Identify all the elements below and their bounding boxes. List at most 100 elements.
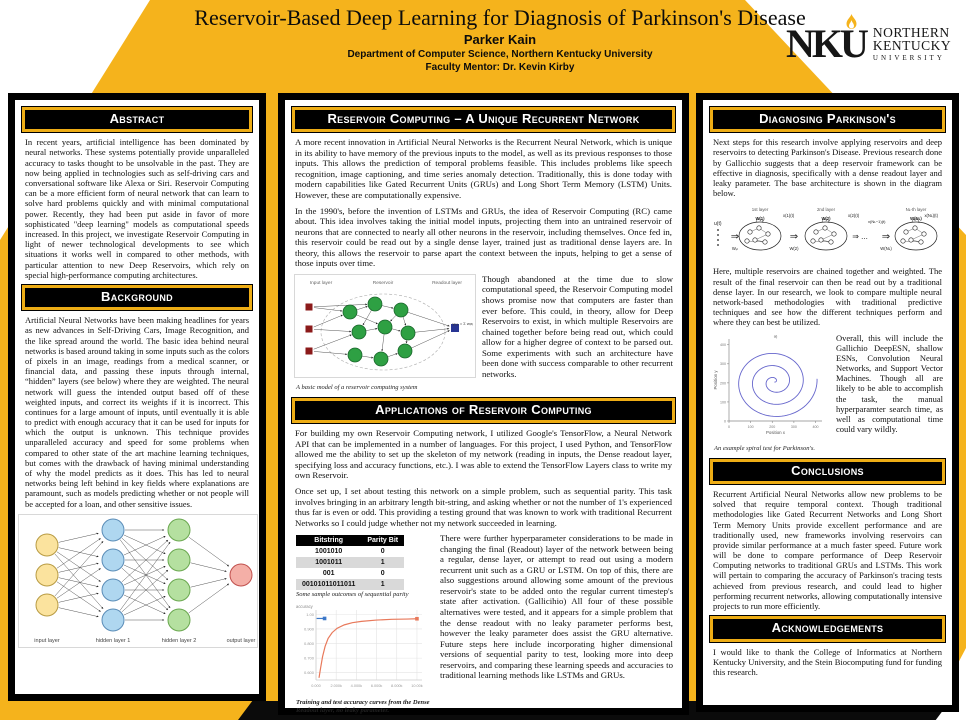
section-header-acknowledgements: Acknowledgements [709,615,946,643]
svg-text:input layer: input layer [34,638,60,644]
svg-text:0.900: 0.900 [304,627,315,632]
svg-text:a): a) [774,333,778,338]
parity-block: Bitstring Parity Bit 1001010 0 1001011 1 001 0 0… [294,533,434,716]
svg-text:Wᵢₙ: Wᵢₙ [731,246,738,251]
svg-text:Readout layer: Readout layer [432,280,462,286]
spiral-caption: An example spiral test for Parkinson's. [714,444,816,452]
abstract-text: In recent years, artificial intelligence… [25,137,249,280]
logo-line-university: UNIVERSITY [872,54,945,63]
svg-text:x(1)(t): x(1)(t) [783,213,795,218]
table-row: 1001010 0 [296,546,404,557]
parity-table: Bitstring Parity Bit 1001010 0 1001011 1 001 0 0… [296,535,405,591]
reservoir-computing-paragraph-2: In the 1990's, before the invention of L… [295,205,672,269]
svg-text:4.000k: 4.000k [351,684,363,688]
svg-text:hidden layer 2: hidden layer 2 [162,638,197,644]
diagnosing-paragraph-2: Here, multiple reservoirs are chained to… [713,266,942,328]
applications-bottom-row: Bitstring Parity Bit 1001010 0 1001011 1 001 0 0… [294,533,673,716]
nku-logo: NKU NORTHERN KENTUCKY UNIVERSITY [786,14,952,66]
logo-line-kentucky: KENTUCKY [872,38,952,54]
reservoir-figure-row: Input layer Reservoir Readout layer yₒᵤₜ = … [294,273,673,393]
accuracy-chart-caption: Training and test accuracy curves from t… [296,699,430,715]
svg-text:6.000k: 6.000k [371,684,383,688]
affiliation: Department of Computer Science, Northern… [347,48,653,60]
section-header-background: Background [21,283,253,312]
background-text: Artificial Neural Networks have been mak… [25,315,249,509]
svg-text:x(Nʟ−1)(t): x(Nʟ−1)(t) [868,219,886,224]
table-cell: 0 [380,548,385,556]
reservoir-figure-block: Input layer Reservoir Readout layer yₒᵤₜ = … [294,273,476,393]
table-row: 00101011011011 1 [296,579,405,591]
conclusions-text: Recurrent Artificial Neural Networks all… [713,488,942,612]
spiral-block: 0 100 200 300 400 0 100 200 300 400 a) Position x Po… [712,332,830,454]
svg-text:2.000k: 2.000k [330,684,342,688]
svg-text:accuracy: accuracy [296,604,314,609]
svg-text:W(2): W(2) [789,246,799,251]
faculty-mentor: Faculty Mentor: Dr. Kevin Kirby [425,61,575,73]
table-row: 001 0 [296,568,404,579]
diagnosing-paragraph-1: Next steps for this research involve app… [713,137,942,199]
svg-text:Reservoir: Reservoir [373,280,394,286]
table-cell: 00101011011011 [296,579,362,591]
svg-text:W(Nʟ): W(Nʟ) [910,216,922,221]
spiral-test-figure: 0 100 200 300 400 0 100 200 300 400 a) Position x Po… [712,332,828,439]
parity-table-caption: Some sample outcomes of sequential parit… [296,591,409,599]
svg-text:0.000: 0.000 [311,684,321,688]
svg-text:1.00: 1.00 [306,612,315,617]
reservoir-model-figure: Input layer Reservoir Readout layer yₒᵤₜ = … [294,273,476,378]
svg-text:yₒᵤₜ = Σ wᵢxᵢ: yₒᵤₜ = Σ wᵢxᵢ [452,321,473,326]
deep-reservoir-chain-figure: u(t) ⇒ Wᵢₙ ⇒ W(2) ⇒ ... ⇒ W(Nʟ) 1st layer W(1) 2nd… [714,207,939,251]
svg-text:0: 0 [728,425,730,429]
table-cell: 1 [361,579,405,591]
applications-paragraph-2: Once set up, I set about testing this ne… [295,486,672,528]
reservoir-computing-paragraph-3: Though abandoned at the time due to slow… [482,273,673,379]
svg-text:⇒: ⇒ [789,232,797,243]
section-header-diagnosing: Diagnosing Parkinson's [709,105,946,134]
svg-text:400: 400 [813,425,819,429]
column-right: Diagnosing Parkinson's Next steps for th… [696,93,959,712]
svg-text:100: 100 [720,400,726,404]
svg-text:400: 400 [720,343,726,347]
svg-text:1st layer: 1st layer [751,207,768,212]
svg-text:W(Nʟ): W(Nʟ) [880,246,892,251]
poster-header: Reservoir-Based Deep Learning for Diagno… [30,5,966,74]
nku-wordmark: NKU [786,14,869,66]
nku-logo-text: NORTHERN KENTUCKY UNIVERSITY [872,25,952,63]
svg-text:200: 200 [769,425,775,429]
svg-text:0.800: 0.800 [304,641,315,646]
svg-text:W(1): W(1) [755,216,765,221]
table-cell: 0 [380,570,385,578]
svg-text:⇒: ⇒ [881,232,889,243]
table-header-cell: Parity Bit [361,535,405,547]
applications-paragraph-3: There were further hyperparameter consid… [440,533,673,681]
svg-text:W(2): W(2) [821,216,831,221]
svg-text:x(Nʟ)(t): x(Nʟ)(t) [924,213,938,218]
section-header-conclusions: Conclusions [709,457,946,485]
neural-network-figure: input layer hidden layer 1 hidden layer 2 o… [18,513,258,648]
table-cell: 1001010 [315,548,343,556]
svg-text:100: 100 [748,425,754,429]
table-cell: 1 [361,557,405,569]
table-cell: 1001011 [296,557,362,569]
column-left: Abstract In recent years, artificial int… [8,93,266,701]
svg-text:Nʟ-th layer: Nʟ-th layer [905,207,926,212]
svg-text:300: 300 [720,362,726,366]
accuracy-chart: accuracy 0.600 0.700 0.800 0.900 1.00 0.000 2.0… [294,602,428,699]
section-header-applications: Applications of Reservoir Computing [291,396,676,425]
svg-text:Position x: Position x [766,430,786,435]
table-header-cell: Bitstring [296,535,362,547]
svg-text:output layer: output layer [227,638,256,644]
svg-text:Position y: Position y [713,369,718,389]
applications-paragraph-1: For building my own Reservoir Computing … [295,428,672,481]
diagnosing-paragraph-3: Overall, this will include the Gallichio… [836,332,943,435]
svg-text:0.600: 0.600 [304,671,315,676]
svg-text:8.000k: 8.000k [391,684,403,688]
svg-text:u(t): u(t) [714,221,722,227]
svg-text:0: 0 [724,419,726,423]
nku-acronym: NKU [786,21,869,66]
section-header-reservoir-computing: Reservoir Computing – A Unique Recurrent… [291,105,676,134]
svg-text:300: 300 [791,425,797,429]
svg-text:0.700: 0.700 [304,656,315,661]
svg-text:Input layer: Input layer [310,280,333,286]
author-name: Parker Kain [463,32,537,48]
